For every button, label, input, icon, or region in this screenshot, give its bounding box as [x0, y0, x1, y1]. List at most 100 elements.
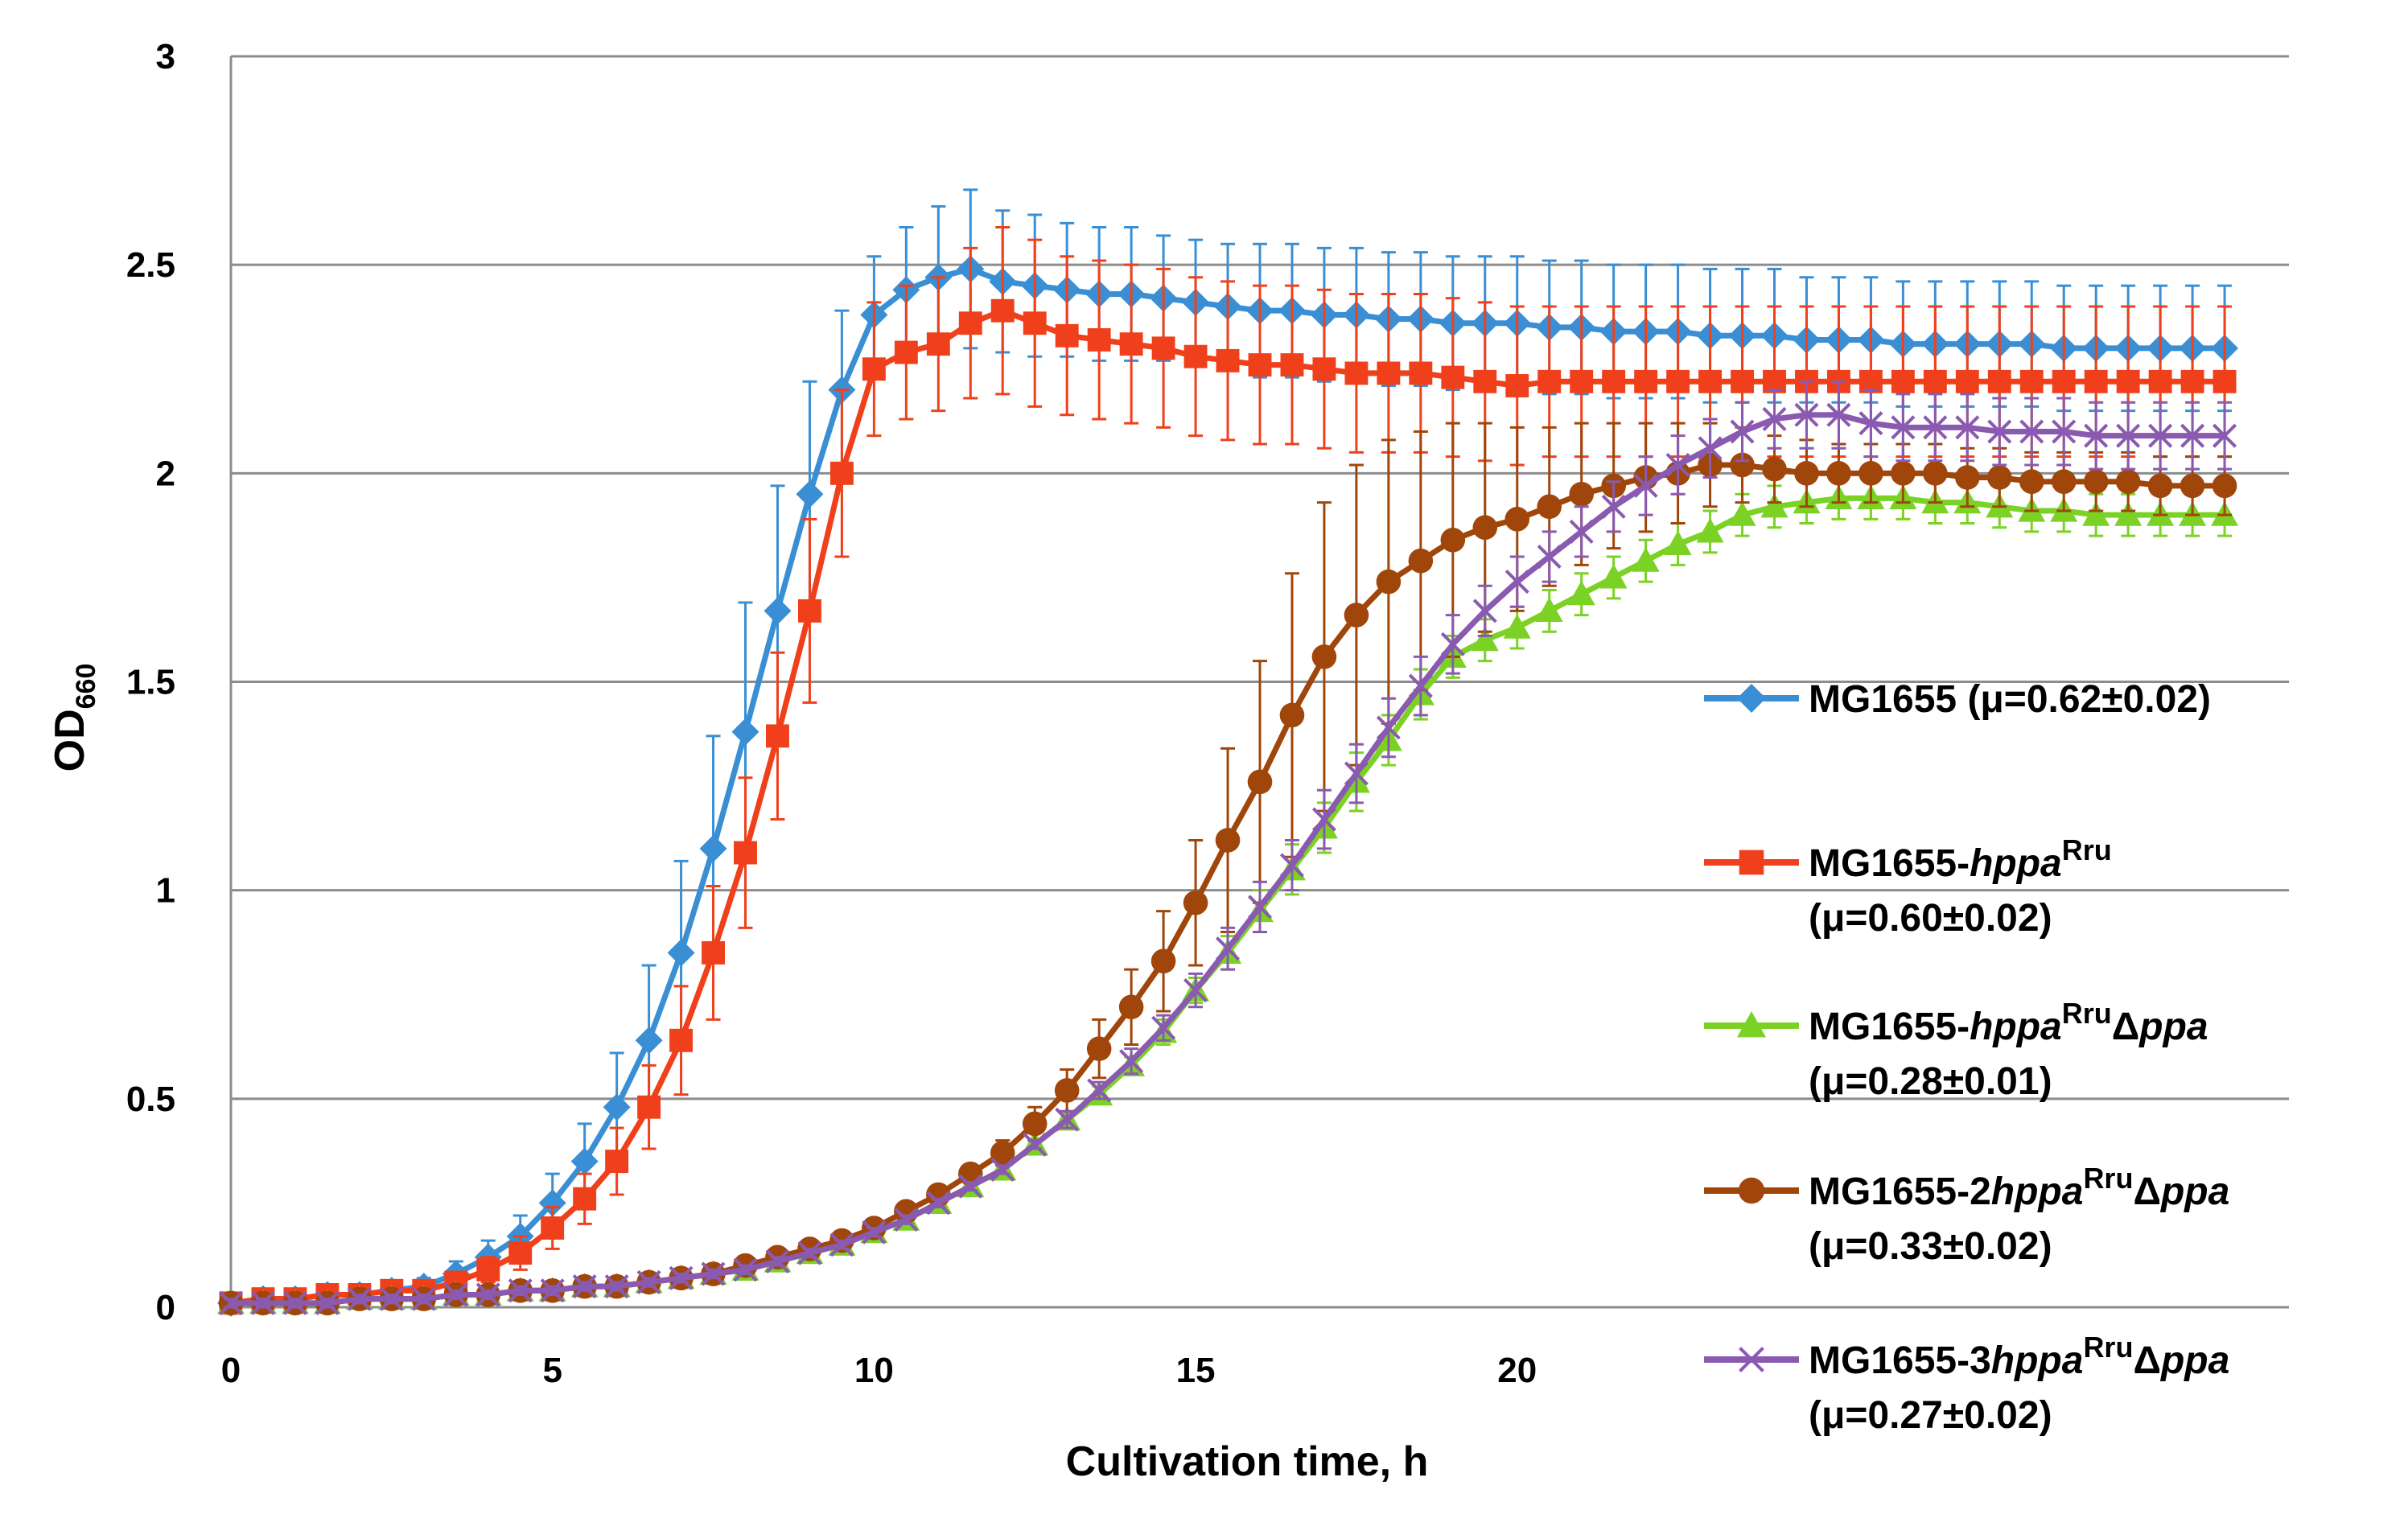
- data-point: [1987, 419, 2012, 444]
- data-point: [926, 1191, 951, 1216]
- x-tick-label: 15: [1176, 1351, 1216, 1390]
- marker-stroke: [958, 1174, 983, 1199]
- data-point: [1376, 715, 1401, 740]
- data-point: [1312, 357, 1336, 381]
- marker-stroke: [1119, 1049, 1144, 1074]
- data-point: [1987, 369, 2011, 393]
- data-point: [701, 1261, 726, 1286]
- data-point: [1087, 1078, 1112, 1103]
- data-point: [1760, 492, 1789, 518]
- data-point: [1119, 332, 1143, 356]
- data-point: [379, 1286, 404, 1311]
- data-point: [1737, 1011, 1766, 1038]
- marker-stroke: [1247, 895, 1273, 920]
- legend-text-part: (μ=0.28±0.01): [1809, 1060, 2052, 1103]
- data-point: [603, 1093, 631, 1121]
- data-point: [1472, 515, 1498, 541]
- legend-superscript: Rru: [2062, 997, 2112, 1030]
- data-point: [2052, 419, 2077, 444]
- data-point: [2115, 469, 2141, 494]
- legend-label: MG1655-3hppaRruΔppa: [1809, 1331, 2229, 1382]
- legend-text-part: Δ: [2133, 1170, 2161, 1213]
- data-point: [669, 1265, 694, 1290]
- marker-stroke: [1891, 415, 1916, 440]
- data-point: [862, 1220, 887, 1245]
- data-point: [1537, 369, 1562, 393]
- data-point: [1891, 461, 1916, 486]
- data-point: [667, 939, 695, 967]
- marker-stroke: [1183, 978, 1208, 1003]
- marker-stroke: [475, 1282, 500, 1307]
- marker-stroke: [1472, 599, 1497, 623]
- marker-stroke: [669, 1265, 694, 1290]
- y-tick-label: 2: [156, 454, 175, 493]
- marker-stroke: [894, 1207, 919, 1232]
- data-point: [1022, 1111, 1048, 1137]
- data-point: [1570, 369, 1594, 393]
- data-point: [1344, 603, 1369, 627]
- data-point: [1440, 632, 1465, 656]
- data-point: [1408, 673, 1433, 698]
- data-point: [926, 332, 950, 356]
- marker-stroke: [1087, 1078, 1112, 1103]
- data-point: [2083, 469, 2109, 494]
- data-point: [1054, 1078, 1080, 1103]
- marker-stroke: [1216, 936, 1241, 961]
- data-point: [731, 718, 759, 746]
- marker-stroke: [1537, 544, 1562, 570]
- legend-label-line2: (μ=0.60±0.02): [1809, 897, 2052, 940]
- marker-stroke: [990, 1157, 1015, 1182]
- data-point: [1632, 547, 1660, 572]
- marker-stroke: [315, 1290, 340, 1315]
- data-point: [1376, 569, 1402, 594]
- data-point: [250, 1290, 275, 1315]
- data-point: [636, 1269, 661, 1294]
- data-point: [2148, 369, 2172, 393]
- data-point: [1955, 465, 1980, 490]
- marker-stroke: [379, 1286, 404, 1311]
- data-point: [1150, 948, 1176, 974]
- data-point: [2180, 473, 2205, 499]
- data-point: [829, 461, 854, 485]
- data-point: [958, 311, 982, 335]
- legend-text-part: MG1655 (μ=0.62±0.02): [1809, 678, 2211, 721]
- data-point: [1826, 461, 1851, 486]
- y-tick-label: 1.5: [126, 663, 175, 702]
- data-point: [990, 1140, 1015, 1166]
- data-point: [475, 1282, 500, 1307]
- data-point: [1891, 415, 1916, 440]
- data-point: [669, 1028, 694, 1052]
- data-point: [1664, 530, 1692, 556]
- marker-stroke: [636, 1269, 661, 1294]
- data-point: [1055, 1107, 1080, 1132]
- marker-stroke: [250, 1290, 275, 1315]
- legend-superscript: Rru: [2083, 1162, 2133, 1195]
- data-point: [1311, 644, 1337, 669]
- marker-stroke: [347, 1286, 372, 1311]
- legend-text-part: MG1655-3: [1809, 1339, 1991, 1382]
- data-point: [1216, 936, 1241, 961]
- data-point: [1665, 452, 1690, 477]
- data-point: [2116, 423, 2141, 448]
- data-point: [637, 1095, 661, 1119]
- data-point: [1569, 519, 1594, 544]
- data-point: [733, 1257, 758, 1282]
- marker-stroke: [1055, 1107, 1080, 1132]
- data-point: [1666, 369, 1690, 393]
- data-point: [1602, 369, 1626, 393]
- marker-stroke: [604, 1274, 629, 1299]
- legend-text-part: Δ: [2112, 1006, 2140, 1048]
- legend-item-4: MG1655-2hppaRruΔppa (μ=0.33±0.02): [1704, 1162, 2229, 1268]
- data-point: [894, 340, 918, 364]
- data-point: [796, 480, 824, 508]
- data-point: [315, 1290, 340, 1315]
- marker-stroke: [2052, 419, 2077, 444]
- data-point: [1537, 494, 1562, 520]
- data-point: [2180, 369, 2204, 393]
- data-point: [508, 1241, 533, 1265]
- legend-text-part: ppa: [2138, 1006, 2208, 1048]
- data-point: [2212, 473, 2237, 499]
- legend-text-part: ppa: [2159, 1170, 2229, 1213]
- marker-stroke: [1601, 494, 1626, 519]
- data-point: [1537, 544, 1562, 570]
